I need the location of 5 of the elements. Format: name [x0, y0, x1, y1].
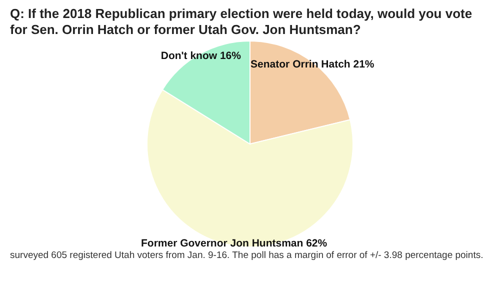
- slice-label: Senator Orrin Hatch 21%: [250, 58, 375, 71]
- chart-title: Q: If the 2018 Republican primary election were held today, would you vote for Sen. Orrin Hatch or former Utah Gov. Jon Huntsman?: [9, 5, 474, 38]
- slice-label: Don't know 16%: [160, 50, 242, 62]
- slice-label: Former Governor Jon Huntsman 62%: [140, 238, 328, 250]
- text: surveyed 605 registered Utah voters from Jan. 9-16. The poll has a margin of error of +/- 3.98 percentage points.: [9, 250, 484, 261]
